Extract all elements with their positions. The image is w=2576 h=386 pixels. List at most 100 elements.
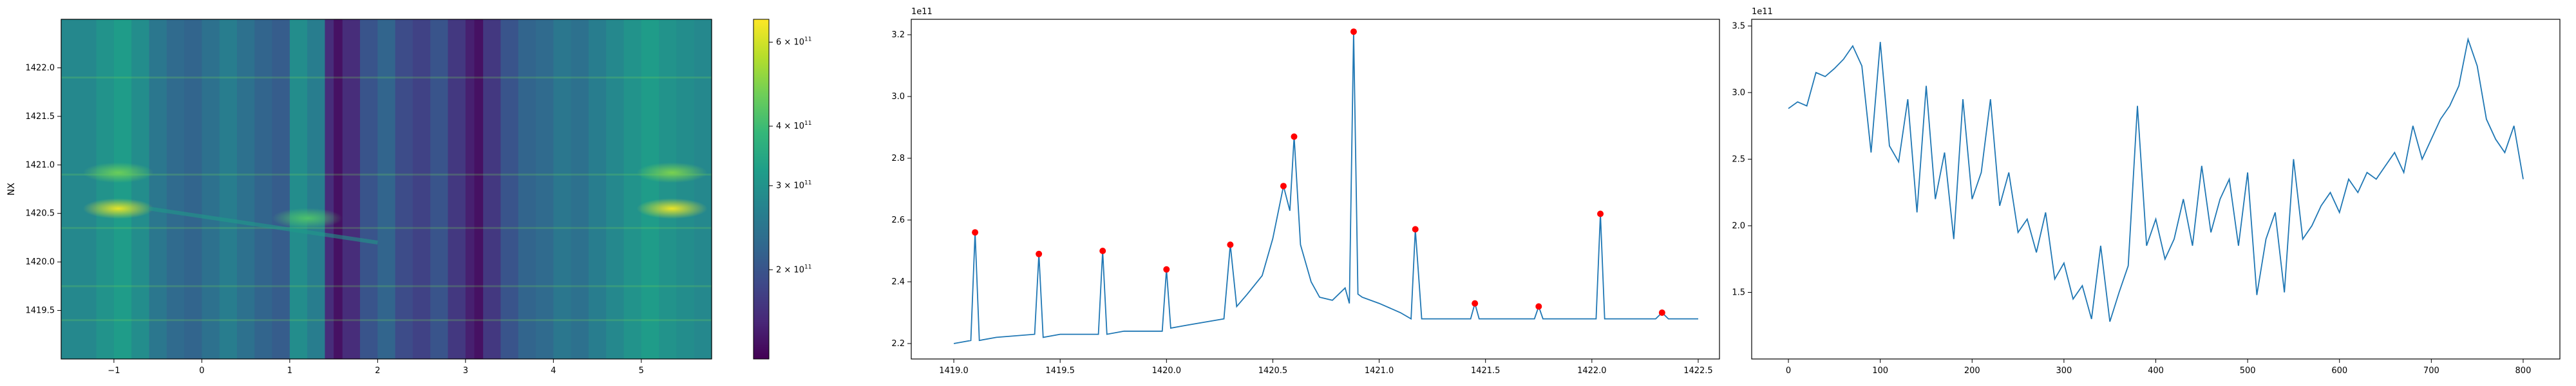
heatmap-row-band — [61, 226, 712, 229]
heatmap-x-tick-label: 3 — [463, 366, 468, 376]
heatmap-column — [474, 19, 484, 359]
peak-marker — [1597, 210, 1604, 217]
peak-marker — [1280, 183, 1287, 190]
series-y-tick-label: 3.0 — [1732, 88, 1745, 98]
peak-marker — [1163, 266, 1170, 273]
peaks-line-panel: 1419.0 1419.5 1420.0 1420.5 1421.0 1421.5 1422… — [891, 7, 1720, 376]
peaks-x-tick-label: 1420.0 — [1152, 366, 1182, 376]
heatmap-x-tick-label: 4 — [551, 366, 556, 376]
heatmap-x-axis: −1 0 1 2 3 4 5 — [108, 359, 644, 376]
peaks-y-tick-label: 2.2 — [891, 339, 905, 349]
colorbar-tick-label: 2 × 1011 — [776, 264, 811, 275]
heatmap-frame — [61, 19, 712, 360]
peaks-offset-text: 1e11 — [911, 7, 933, 17]
peaks-x-tick-label: 1421.5 — [1471, 366, 1501, 376]
peak-marker — [1099, 248, 1106, 254]
series-offset-text: 1e11 — [1752, 7, 1773, 17]
peaks-y-tick-label: 3.2 — [891, 30, 905, 40]
heatmap-column — [588, 19, 607, 359]
colorbar-tick-label: 3 × 1011 — [776, 180, 811, 191]
heatmap-hotspot — [82, 198, 154, 219]
heatmap-column — [61, 19, 97, 359]
heatmap-column — [465, 19, 475, 359]
heatmap-column — [131, 19, 150, 359]
heatmap-y-tick-label: 1419.5 — [26, 306, 55, 316]
heatmap-y-tick-label: 1420.5 — [26, 209, 55, 219]
heatmap-row-band — [61, 173, 712, 176]
heatmap-column — [412, 19, 431, 359]
peak-marker — [1291, 133, 1298, 140]
series-y-tick-label: 2.5 — [1732, 154, 1745, 164]
colorbar-tick-label: 4 × 1011 — [776, 120, 811, 131]
peaks-x-tick-label: 1421.0 — [1365, 366, 1394, 376]
heatmap-column — [377, 19, 396, 359]
peaks-x-tick-label: 1419.5 — [1045, 366, 1075, 376]
peak-marker — [1412, 226, 1419, 233]
heatmap-column — [202, 19, 220, 359]
peak-marker — [1535, 303, 1542, 310]
series-x-tick-label: 600 — [2331, 366, 2347, 376]
heatmap-column — [254, 19, 273, 359]
heatmap-y-axis: 1419.5 1420.0 1420.5 1421.0 1421.5 1422.0 — [26, 63, 61, 316]
heatmap-x-tick-label: 5 — [639, 366, 644, 376]
peaks-y-tick-label: 2.6 — [891, 216, 905, 225]
heatmap-panel: −1 0 1 2 3 4 5 1419.51420.01420.51421.01421.51… — [6, 19, 712, 376]
heatmap-column — [184, 19, 202, 359]
peaks-x-tick-label: 1422.5 — [1683, 366, 1713, 376]
heatmap-y-tick-label: 1421.5 — [26, 112, 55, 122]
colorbar-gradient — [753, 19, 770, 360]
heatmap-column — [342, 19, 361, 359]
peaks-x-tick-label: 1420.5 — [1258, 366, 1288, 376]
peaks-series-line — [953, 32, 1698, 344]
peak-marker — [1227, 241, 1234, 248]
heatmap-x-tick-label: 2 — [375, 366, 380, 376]
peak-marker — [1658, 309, 1665, 316]
peaks-x-tick-label: 1422.0 — [1577, 366, 1607, 376]
heatmap-row-band — [61, 319, 712, 322]
heatmap-column — [430, 19, 449, 359]
peak-marker — [1036, 250, 1043, 257]
heatmap-column — [676, 19, 695, 359]
heatmap-hotspot — [636, 198, 708, 219]
colorbar-tick-label: 6 × 1011 — [776, 37, 811, 48]
series-axes: 0 100 200 300 400 500 600 700 800 1.5 2.0 2.5 3.0 3.5 — [1732, 21, 2531, 376]
series-x-tick-label: 500 — [2240, 366, 2256, 376]
heatmap-row-band — [61, 77, 712, 79]
colorbar-ticks: 2 × 1011 3 × 1011 4 × 1011 6 × 1011 — [769, 37, 811, 275]
heatmap-y-axis-label: NX — [6, 183, 17, 196]
heatmap-column — [149, 19, 167, 359]
heatmap-column — [623, 19, 642, 359]
heatmap-column — [395, 19, 413, 359]
heatmap-column — [606, 19, 625, 359]
series-frame — [1751, 19, 2561, 360]
heatmap-column — [334, 19, 343, 359]
peak-markers — [972, 28, 1665, 316]
heatmap-x-tick-label: −1 — [108, 366, 120, 376]
heatmap-column — [571, 19, 589, 359]
peaks-axes: 1419.0 1419.5 1420.0 1420.5 1421.0 1421.5 1422… — [891, 30, 1712, 376]
series-x-tick-label: 800 — [2515, 366, 2532, 376]
peak-marker — [1350, 28, 1357, 35]
heatmap-hotspot — [636, 162, 708, 183]
series-y-tick-label: 3.5 — [1732, 21, 1745, 31]
heatmap-image — [61, 19, 712, 359]
heatmap-column — [360, 19, 378, 359]
series-x-tick-label: 400 — [2148, 366, 2164, 376]
heatmap-column — [289, 19, 308, 359]
heatmap-column — [641, 19, 659, 359]
heatmap-column — [236, 19, 255, 359]
heatmap-column — [553, 19, 572, 359]
heatmap-column — [219, 19, 238, 359]
heatmap-column — [96, 19, 115, 359]
heatmap-column — [694, 19, 712, 359]
heatmap-hotspots — [82, 162, 708, 244]
heatmap-hotspot — [82, 162, 154, 183]
heatmap-column — [483, 19, 502, 359]
heatmap-hotspot — [272, 208, 343, 229]
peaks-frame — [911, 19, 1720, 360]
heatmap-y-tick-label: 1420.0 — [26, 257, 55, 267]
heatmap-x-tick-label: 0 — [199, 366, 204, 376]
heatmap-row-band — [61, 285, 712, 288]
series-line — [1788, 37, 2524, 322]
